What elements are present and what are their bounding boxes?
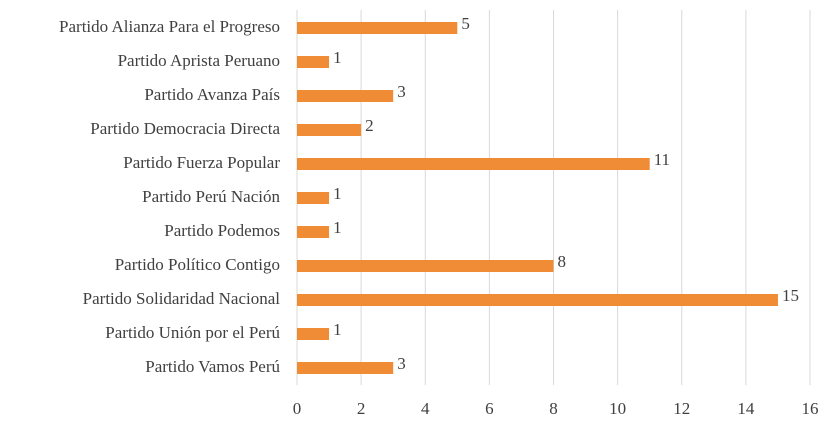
bar [297, 362, 394, 374]
x-tick-label: 2 [357, 399, 366, 418]
y-tick-label: Partido Unión por el Perú [105, 323, 280, 342]
x-tick-label: 14 [737, 399, 755, 418]
bar [297, 226, 330, 238]
y-tick-label: Partido Fuerza Popular [123, 153, 280, 172]
y-tick-label: Partido Avanza País [144, 85, 280, 104]
x-tick-label: 4 [421, 399, 430, 418]
y-tick-label: Partido Solidaridad Nacional [83, 289, 281, 308]
bar [297, 192, 330, 204]
bar [297, 328, 330, 340]
data-label: 2 [365, 116, 374, 135]
data-label: 3 [397, 82, 406, 101]
x-tick-label: 10 [609, 399, 626, 418]
y-tick-label: Partido Alianza Para el Progreso [59, 17, 280, 36]
y-tick-label: Partido Aprista Peruano [118, 51, 280, 70]
x-tick-label: 0 [293, 399, 302, 418]
data-label: 1 [333, 218, 342, 237]
bar [297, 90, 394, 102]
bar [297, 22, 458, 34]
y-tick-label: Partido Político Contigo [115, 255, 280, 274]
x-tick-label: 12 [673, 399, 690, 418]
bar [297, 56, 330, 68]
bar [297, 124, 362, 136]
x-tick-label: 8 [549, 399, 558, 418]
data-label: 5 [461, 14, 470, 33]
y-tick-label: Partido Perú Nación [142, 187, 280, 206]
x-tick-label: 6 [485, 399, 494, 418]
bar [297, 260, 554, 272]
data-label: 15 [782, 286, 799, 305]
data-label: 3 [397, 354, 406, 373]
data-label: 1 [333, 48, 342, 67]
y-tick-label: Partido Democracia Directa [90, 119, 280, 138]
bar [297, 158, 650, 170]
y-tick-label: Partido Vamos Perú [145, 357, 280, 376]
y-tick-label: Partido Podemos [164, 221, 280, 240]
bar [297, 294, 778, 306]
x-tick-label: 16 [802, 399, 819, 418]
data-label: 8 [558, 252, 567, 271]
data-label: 1 [333, 184, 342, 203]
data-label: 1 [333, 320, 342, 339]
data-label: 11 [654, 150, 670, 169]
